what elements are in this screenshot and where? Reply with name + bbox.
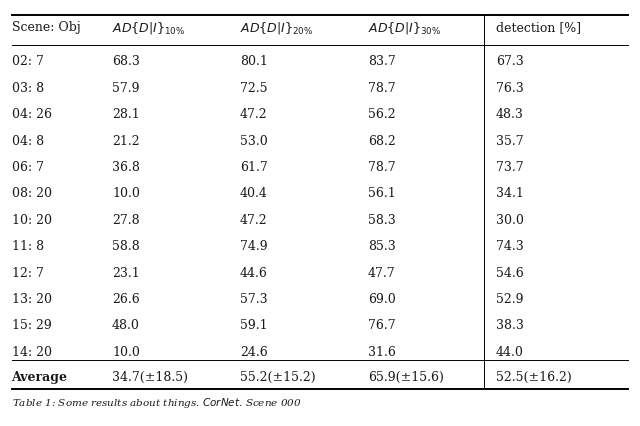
Text: 53.0: 53.0	[240, 135, 268, 147]
Text: 10: 20: 10: 20	[12, 214, 51, 227]
Text: 28.1: 28.1	[112, 108, 140, 121]
Text: 23.1: 23.1	[112, 267, 140, 279]
Text: 58.3: 58.3	[368, 214, 396, 227]
Text: 12: 7: 12: 7	[12, 267, 44, 279]
Text: 04: 26: 04: 26	[12, 108, 51, 121]
Text: 59.1: 59.1	[240, 320, 268, 332]
Text: 47.7: 47.7	[368, 267, 396, 279]
Text: 52.5(±16.2): 52.5(±16.2)	[496, 371, 572, 384]
Text: 74.9: 74.9	[240, 240, 268, 253]
Text: 56.1: 56.1	[368, 187, 396, 200]
Text: 65.9(±15.6): 65.9(±15.6)	[368, 371, 444, 384]
Text: 57.3: 57.3	[240, 293, 268, 306]
Text: 47.2: 47.2	[240, 214, 268, 227]
Text: 44.6: 44.6	[240, 267, 268, 279]
Text: 04: 8: 04: 8	[12, 135, 44, 147]
Text: 30.0: 30.0	[496, 214, 524, 227]
Text: 52.9: 52.9	[496, 293, 524, 306]
Text: 76.3: 76.3	[496, 82, 524, 95]
Text: 54.6: 54.6	[496, 267, 524, 279]
Text: 34.1: 34.1	[496, 187, 524, 200]
Text: 68.3: 68.3	[112, 55, 140, 68]
Text: 36.8: 36.8	[112, 161, 140, 174]
Text: detection [%]: detection [%]	[496, 21, 581, 34]
Text: 31.6: 31.6	[368, 346, 396, 359]
Text: 57.9: 57.9	[112, 82, 140, 95]
Text: Scene: Obj: Scene: Obj	[12, 21, 80, 34]
Text: 15: 29: 15: 29	[12, 320, 51, 332]
Text: 58.8: 58.8	[112, 240, 140, 253]
Text: 47.2: 47.2	[240, 108, 268, 121]
Text: 10.0: 10.0	[112, 187, 140, 200]
Text: 74.3: 74.3	[496, 240, 524, 253]
Text: 73.7: 73.7	[496, 161, 524, 174]
Text: 55.2(±15.2): 55.2(±15.2)	[240, 371, 316, 384]
Text: 02: 7: 02: 7	[12, 55, 44, 68]
Text: 26.6: 26.6	[112, 293, 140, 306]
Text: 48.0: 48.0	[112, 320, 140, 332]
Text: Average: Average	[12, 371, 68, 384]
Text: $\mathit{AD\{D|I\}}_{20\%}$: $\mathit{AD\{D|I\}}_{20\%}$	[240, 20, 314, 36]
Text: 78.7: 78.7	[368, 161, 396, 174]
Text: 34.7(±18.5): 34.7(±18.5)	[112, 371, 188, 384]
Text: 40.4: 40.4	[240, 187, 268, 200]
Text: 14: 20: 14: 20	[12, 346, 51, 359]
Text: 68.2: 68.2	[368, 135, 396, 147]
Text: 48.3: 48.3	[496, 108, 524, 121]
Text: $\mathit{AD\{D|I\}}_{10\%}$: $\mathit{AD\{D|I\}}_{10\%}$	[112, 20, 186, 36]
Text: 44.0: 44.0	[496, 346, 524, 359]
Text: 10.0: 10.0	[112, 346, 140, 359]
Text: 85.3: 85.3	[368, 240, 396, 253]
Text: 78.7: 78.7	[368, 82, 396, 95]
Text: 67.3: 67.3	[496, 55, 524, 68]
Text: 38.3: 38.3	[496, 320, 524, 332]
Text: 08: 20: 08: 20	[12, 187, 51, 200]
Text: 06: 7: 06: 7	[12, 161, 44, 174]
Text: 76.7: 76.7	[368, 320, 396, 332]
Text: 80.1: 80.1	[240, 55, 268, 68]
Text: 35.7: 35.7	[496, 135, 524, 147]
Text: 13: 20: 13: 20	[12, 293, 51, 306]
Text: 21.2: 21.2	[112, 135, 140, 147]
Text: Table 1: Some results about things. $\mathit{CorNet}$. Scene 000: Table 1: Some results about things. $\ma…	[12, 396, 301, 409]
Text: 03: 8: 03: 8	[12, 82, 44, 95]
Text: $\mathit{AD\{D|I\}}_{30\%}$: $\mathit{AD\{D|I\}}_{30\%}$	[368, 20, 442, 36]
Text: 24.6: 24.6	[240, 346, 268, 359]
Text: 69.0: 69.0	[368, 293, 396, 306]
Text: 83.7: 83.7	[368, 55, 396, 68]
Text: 56.2: 56.2	[368, 108, 396, 121]
Text: 27.8: 27.8	[112, 214, 140, 227]
Text: 72.5: 72.5	[240, 82, 268, 95]
Text: 61.7: 61.7	[240, 161, 268, 174]
Text: 11: 8: 11: 8	[12, 240, 44, 253]
